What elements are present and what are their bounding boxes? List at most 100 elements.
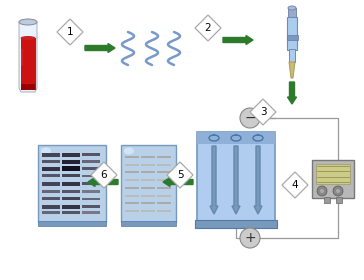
Polygon shape <box>282 172 308 198</box>
Polygon shape <box>91 162 117 188</box>
Bar <box>82 190 100 193</box>
Bar <box>197 132 275 144</box>
Polygon shape <box>19 22 37 92</box>
FancyArrow shape <box>85 43 115 53</box>
Bar <box>157 195 171 197</box>
Bar <box>121 145 176 222</box>
Bar <box>62 182 80 186</box>
Polygon shape <box>167 162 193 188</box>
Bar <box>157 156 171 158</box>
Polygon shape <box>250 99 276 125</box>
Text: 4: 4 <box>292 180 298 190</box>
Bar <box>62 197 80 200</box>
Bar <box>286 35 297 40</box>
Bar <box>82 182 100 185</box>
Bar <box>157 179 171 181</box>
Bar <box>157 202 171 204</box>
Bar <box>20 38 36 90</box>
Ellipse shape <box>124 148 134 155</box>
Bar <box>125 179 139 181</box>
Bar <box>125 202 139 204</box>
Bar <box>141 210 155 212</box>
Bar <box>82 198 100 200</box>
Bar <box>141 202 155 204</box>
Bar <box>324 197 330 203</box>
Bar <box>82 153 100 156</box>
Bar <box>42 190 60 193</box>
FancyArrow shape <box>88 178 118 186</box>
Bar <box>62 166 80 171</box>
Text: 3: 3 <box>260 107 266 117</box>
Bar <box>62 153 80 157</box>
Polygon shape <box>57 19 83 45</box>
Bar <box>38 221 106 226</box>
Circle shape <box>240 228 260 248</box>
Bar <box>42 211 60 214</box>
Bar <box>121 221 176 226</box>
Text: +: + <box>244 231 256 245</box>
Bar <box>125 187 139 189</box>
Text: 5: 5 <box>177 170 183 180</box>
Bar <box>141 187 155 189</box>
Bar <box>38 145 106 222</box>
FancyArrow shape <box>223 36 253 45</box>
FancyArrow shape <box>232 146 240 214</box>
FancyArrow shape <box>163 178 193 186</box>
Bar <box>195 220 277 228</box>
Bar <box>336 197 342 203</box>
Circle shape <box>317 186 327 196</box>
Bar <box>21 49 23 66</box>
Bar <box>82 211 100 214</box>
Bar <box>141 171 155 173</box>
Bar <box>42 167 60 171</box>
Bar <box>197 132 275 222</box>
Bar <box>82 160 100 163</box>
Polygon shape <box>289 62 295 78</box>
Bar <box>82 205 100 208</box>
Bar <box>82 175 100 177</box>
Bar <box>157 210 171 212</box>
Text: 1: 1 <box>67 27 73 37</box>
Bar <box>157 187 171 189</box>
Bar <box>287 17 297 50</box>
Bar <box>141 195 155 197</box>
Text: 2: 2 <box>205 23 211 33</box>
Bar <box>125 156 139 158</box>
Bar <box>62 205 80 209</box>
Bar <box>42 160 60 163</box>
Bar <box>42 153 60 157</box>
Circle shape <box>336 189 340 193</box>
Bar <box>316 164 350 184</box>
Text: −: − <box>244 111 256 125</box>
Bar <box>42 205 60 209</box>
Bar <box>21 84 35 90</box>
Bar <box>62 190 80 193</box>
Bar <box>62 160 80 164</box>
Circle shape <box>320 189 324 193</box>
FancyArrow shape <box>210 146 218 214</box>
Polygon shape <box>195 15 221 41</box>
Ellipse shape <box>288 6 296 10</box>
Bar <box>42 197 60 200</box>
Bar <box>125 210 139 212</box>
FancyArrow shape <box>288 82 297 104</box>
Bar <box>141 179 155 181</box>
Bar <box>62 174 80 177</box>
Bar <box>62 211 80 214</box>
Bar <box>312 160 354 198</box>
Bar <box>141 164 155 166</box>
Circle shape <box>240 108 260 128</box>
Bar <box>289 49 295 62</box>
Bar <box>82 167 100 170</box>
Bar <box>125 171 139 173</box>
Circle shape <box>333 186 343 196</box>
Bar <box>125 164 139 166</box>
Bar <box>42 174 60 177</box>
Bar <box>42 182 60 186</box>
Text: 6: 6 <box>101 170 107 180</box>
Ellipse shape <box>20 36 36 40</box>
Ellipse shape <box>19 19 37 25</box>
Bar <box>157 164 171 166</box>
Bar <box>157 171 171 173</box>
Bar <box>125 195 139 197</box>
